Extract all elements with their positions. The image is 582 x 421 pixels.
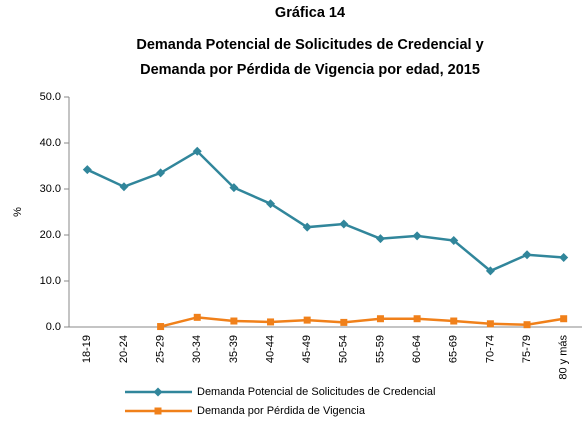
- data-point: [522, 250, 532, 260]
- y-tick-label: 50.0: [40, 91, 61, 103]
- data-point: [486, 320, 494, 328]
- y-axis-label: %: [12, 207, 24, 217]
- legend-label: Demanda por Pérdida de Vigencia: [197, 405, 366, 417]
- x-tick-label: 40-44: [264, 335, 276, 363]
- data-point: [193, 313, 201, 321]
- data-point: [230, 317, 238, 325]
- data-point: [192, 146, 202, 156]
- legend-marker: [153, 387, 163, 397]
- data-point: [266, 199, 276, 209]
- x-tick-label: 60-64: [411, 335, 423, 363]
- x-tick-label: 65-69: [448, 335, 460, 363]
- data-point: [229, 183, 239, 193]
- data-point: [559, 253, 569, 263]
- y-tick-label: 10.0: [40, 275, 61, 287]
- legend-label: Demanda Potencial de Solicitudes de Cred…: [197, 386, 435, 398]
- x-tick-label: 50-54: [338, 335, 350, 363]
- data-point: [156, 168, 166, 178]
- series-line: [160, 316, 564, 328]
- data-point: [523, 321, 531, 329]
- data-point: [119, 182, 129, 192]
- data-point: [82, 165, 92, 175]
- data-point: [560, 315, 568, 323]
- data-point: [375, 234, 385, 244]
- y-tick-label: 0.0: [46, 321, 61, 333]
- chart-title: Demanda Potencial de Solicitudes de Cred…: [136, 37, 483, 53]
- data-point: [339, 219, 349, 229]
- data-point: [449, 236, 459, 246]
- x-tick-label: 80 y más: [558, 335, 570, 380]
- y-tick-label: 20.0: [40, 229, 61, 241]
- x-tick-label: 55-59: [374, 335, 386, 363]
- series-line: [86, 149, 564, 273]
- x-tick-label: 35-39: [228, 335, 240, 363]
- data-point: [450, 317, 458, 325]
- data-point: [340, 318, 348, 326]
- x-tick-label: 18-19: [81, 335, 93, 363]
- x-tick-label: 20-24: [118, 335, 130, 363]
- y-tick-label: 40.0: [40, 137, 61, 149]
- data-point: [157, 323, 165, 331]
- y-tick-label: 30.0: [40, 183, 61, 195]
- x-tick-label: 30-34: [191, 335, 203, 363]
- data-point: [485, 266, 495, 276]
- x-tick-label: 45-49: [301, 335, 313, 363]
- data-point: [412, 231, 422, 241]
- data-point: [413, 315, 421, 323]
- data-point: [376, 315, 384, 323]
- chart-title: Demanda por Pérdida de Vigencia por edad…: [140, 62, 480, 78]
- data-point: [267, 318, 275, 326]
- x-tick-label: 25-29: [155, 335, 167, 363]
- chart-title: Gráfica 14: [275, 5, 345, 21]
- legend-marker: [154, 407, 162, 415]
- data-point: [303, 316, 311, 324]
- data-point: [302, 222, 312, 232]
- x-tick-label: 70-74: [484, 335, 496, 363]
- x-tick-label: 75-79: [521, 335, 533, 363]
